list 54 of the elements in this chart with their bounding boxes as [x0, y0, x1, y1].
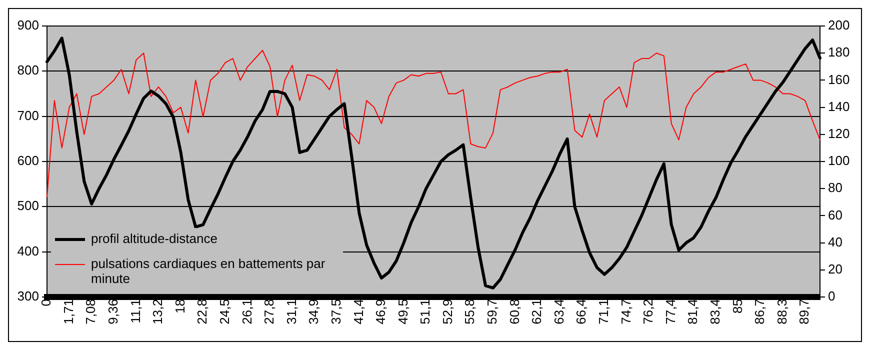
x-tick-label: 85 [730, 299, 745, 314]
x-tick-label: 13,2 [150, 299, 166, 324]
y2-tick-label: 120 [828, 126, 850, 141]
y-tick-label: 300 [17, 288, 39, 304]
x-tick-label: 27,8 [262, 299, 277, 324]
y2-tick-label: 80 [828, 180, 842, 196]
y2-tick-label: 20 [828, 261, 842, 276]
x-tick-label: 26,1 [239, 299, 254, 324]
legend-label: pulsations cardiaques en battements par minute [91, 256, 326, 286]
x-tick-label: 55,8 [462, 299, 478, 324]
x-tick-label: 59,7 [484, 299, 500, 324]
x-tick-label: 31,1 [284, 299, 299, 324]
y-tick-label: 800 [17, 62, 39, 78]
x-tick-label: 34,9 [306, 299, 322, 324]
y2-tick-label: 0 [828, 288, 836, 304]
x-tick-label: 11,1 [128, 299, 143, 324]
x-tick-label: 49,5 [395, 299, 410, 324]
x-tick-label: 41,4 [350, 299, 366, 324]
x-tick-label: 18 [172, 299, 188, 314]
legend-label: profil altitude-distance [91, 231, 218, 246]
x-tick-label: 24,5 [216, 299, 232, 324]
x-tick-label: 62,1 [529, 299, 544, 324]
x-tick-label: 74,7 [618, 299, 634, 324]
x-tick-label: 46,9 [373, 299, 388, 324]
x-tick-label: 77,4 [662, 299, 678, 324]
x-tick-label: 22,8 [194, 299, 210, 324]
x-tick-label: 37,5 [328, 299, 344, 324]
y-tick-label: 900 [17, 18, 39, 33]
x-tick-label: 66,4 [574, 299, 589, 324]
x-tick-label: 89,7 [796, 299, 812, 324]
x-tick-label: 60,8 [506, 299, 522, 324]
y-tick-label: 400 [17, 243, 39, 258]
x-tick-label: 7,08 [83, 299, 98, 324]
x-tick-label: 83,4 [708, 299, 723, 324]
x-tick-label: 9,36 [105, 299, 120, 324]
x-tick-label: 63,4 [551, 299, 566, 324]
y-tick-label: 600 [17, 153, 39, 168]
y2-tick-label: 200 [828, 18, 850, 33]
y-tick-label: 500 [17, 198, 39, 214]
x-tick-label: 81,4 [685, 299, 700, 324]
x-tick-label: 51,1 [418, 299, 433, 324]
x-tick-label: 86,7 [752, 299, 768, 324]
x-tick-label: 52,9 [440, 299, 455, 324]
y2-tick-label: 180 [828, 44, 850, 60]
y2-tick-label: 100 [828, 153, 850, 168]
x-tick-label: 88,3 [774, 299, 790, 324]
y2-tick-label: 60 [828, 207, 842, 222]
y2-tick-label: 140 [828, 98, 850, 114]
y-tick-label: 700 [17, 108, 39, 123]
y2-tick-label: 40 [828, 234, 842, 250]
x-tick-label: 76,2 [640, 299, 656, 324]
x-tick-label: 1,71 [60, 299, 76, 324]
y2-tick-label: 160 [828, 72, 850, 87]
x-tick-label: 71,1 [596, 299, 612, 324]
